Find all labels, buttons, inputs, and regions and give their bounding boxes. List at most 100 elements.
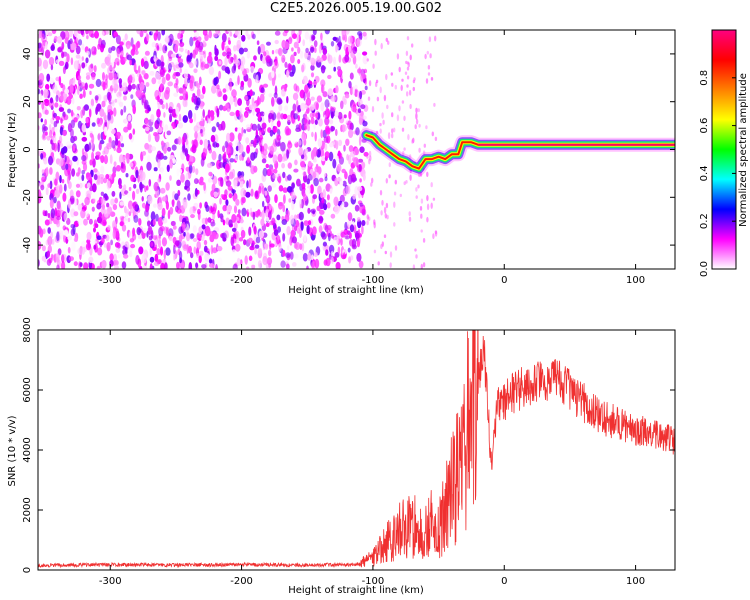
noise-speck: [61, 261, 66, 269]
noise-speck: [95, 78, 102, 88]
noise-speck: [328, 151, 334, 162]
colorbar-tick-label: 0.4: [699, 165, 710, 181]
noise-speck: [220, 218, 224, 223]
noise-speck: [176, 120, 179, 125]
noise-speck: [359, 178, 362, 183]
noise-speck: [61, 51, 65, 59]
noise-speck: [309, 168, 314, 175]
noise-speck: [202, 40, 206, 45]
noise-speck: [187, 193, 191, 201]
noise-speck: [219, 213, 224, 219]
noise-speck: [85, 50, 90, 56]
noise-speck: [320, 64, 326, 74]
noise-speck: [379, 86, 382, 94]
noise-speck: [152, 219, 156, 226]
noise-speck: [67, 235, 73, 241]
noise-speck: [115, 165, 121, 172]
noise-speck: [318, 177, 324, 183]
noise-speck: [237, 127, 242, 134]
noise-speck: [153, 181, 159, 192]
noise-speck: [294, 253, 299, 259]
noise-speck: [272, 126, 278, 133]
noise-speck: [224, 140, 229, 149]
noise-speck: [179, 95, 184, 100]
noise-speck: [218, 104, 224, 111]
noise-speck: [161, 103, 165, 110]
noise-speck: [55, 94, 59, 103]
noise-speck: [181, 163, 185, 172]
noise-speck: [341, 201, 345, 209]
noise-speck: [393, 222, 396, 227]
noise-speck: [85, 72, 92, 77]
noise-speck: [325, 127, 331, 135]
noise-speck: [248, 178, 252, 188]
noise-speck: [83, 218, 88, 226]
noise-speck: [178, 51, 182, 57]
noise-speck: [55, 252, 60, 263]
noise-speck: [103, 154, 108, 165]
noise-speck: [237, 75, 240, 86]
noise-speck: [324, 176, 328, 182]
noise-speck: [348, 129, 354, 139]
noise-speck: [370, 182, 373, 187]
noise-speck: [335, 128, 338, 137]
noise-speck: [217, 210, 220, 219]
noise-speck: [192, 238, 198, 242]
noise-speck: [197, 234, 202, 239]
noise-speck: [304, 118, 308, 123]
noise-speck: [287, 174, 292, 181]
noise-speck: [137, 234, 143, 240]
noise-speck: [79, 93, 83, 99]
noise-speck: [391, 112, 394, 118]
noise-speck: [234, 99, 238, 107]
noise-speck: [357, 68, 362, 74]
noise-speck: [211, 126, 216, 133]
noise-speck: [361, 208, 367, 216]
noise-speck: [108, 47, 113, 54]
noise-speck: [175, 78, 179, 86]
noise-speck: [307, 124, 310, 132]
noise-speck: [100, 237, 105, 244]
noise-speck: [288, 37, 293, 45]
noise-speck: [52, 135, 57, 143]
noise-speck: [282, 187, 288, 193]
noise-speck: [196, 252, 200, 258]
noise-speck: [192, 93, 196, 98]
noise-speck: [116, 147, 122, 154]
noise-speck: [357, 186, 363, 192]
noise-speck: [409, 54, 412, 61]
noise-speck: [82, 89, 86, 98]
noise-speck: [337, 246, 341, 255]
noise-speck: [45, 41, 48, 50]
noise-speck: [252, 211, 256, 221]
noise-speck: [359, 202, 364, 207]
noise-speck: [180, 58, 184, 64]
noise-speck: [106, 180, 111, 190]
noise-speck: [207, 217, 212, 223]
noise-speck: [254, 244, 260, 249]
noise-speck: [82, 162, 88, 172]
noise-speck: [160, 166, 164, 174]
noise-speck: [161, 30, 166, 36]
noise-speck: [138, 73, 142, 84]
noise-speck: [341, 72, 346, 80]
noise-speck: [335, 261, 341, 269]
noise-speck: [203, 138, 209, 149]
noise-speck: [266, 168, 272, 177]
noise-speck: [312, 194, 318, 200]
noise-speck: [307, 160, 312, 167]
noise-speck: [47, 183, 51, 189]
noise-speck: [123, 105, 127, 113]
snr-plot-area: [38, 330, 675, 570]
noise-speck: [94, 95, 99, 101]
noise-speck: [403, 147, 406, 151]
noise-speck: [204, 120, 208, 129]
noise-speck: [430, 77, 434, 81]
noise-speck: [328, 142, 334, 148]
noise-speck: [322, 241, 327, 247]
noise-speck: [264, 243, 269, 250]
noise-speck: [68, 30, 73, 38]
noise-speck: [198, 76, 202, 86]
noise-speck: [349, 86, 353, 96]
noise-speck: [412, 86, 415, 92]
